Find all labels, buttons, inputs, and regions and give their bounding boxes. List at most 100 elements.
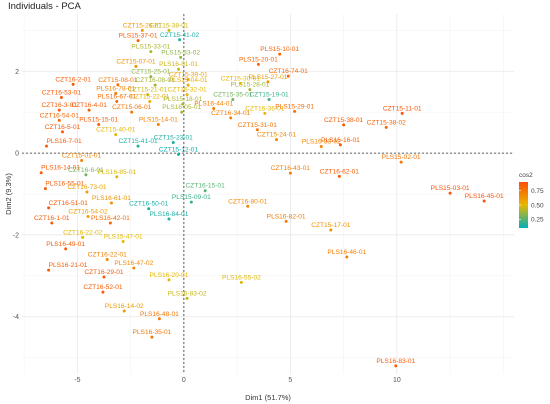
- data-point: [338, 143, 342, 147]
- point-label: CZT15-41-01: [118, 138, 158, 145]
- data-point: [121, 239, 125, 243]
- data-point: [80, 158, 84, 162]
- point-label: CZT15-01-01: [62, 152, 102, 159]
- data-point: [319, 145, 323, 149]
- legend-tick-label: 0.50: [531, 202, 544, 209]
- point-label: CZT15-24-01: [257, 132, 297, 139]
- data-point: [239, 280, 243, 284]
- point-label: PLS16-67-01: [97, 94, 136, 101]
- point-label: PLS16-20-01: [150, 272, 189, 279]
- point-label: PLS15-18-01: [163, 96, 202, 103]
- data-point: [185, 93, 189, 97]
- point-label: CZT16-15-01: [186, 183, 226, 190]
- point-label: PLS15-03-01: [431, 185, 470, 192]
- data-point: [47, 268, 51, 272]
- data-point: [231, 98, 235, 101]
- point-label: CZT16-73-01: [67, 184, 107, 191]
- point-label: CZT15-25-01: [131, 69, 171, 76]
- point-label: CZT15-26-01: [123, 22, 163, 29]
- point-label: PLS16-14-02: [105, 303, 144, 310]
- point-label: PLS16-45-01: [465, 193, 504, 200]
- point-label: PLS15-37-01: [119, 33, 158, 40]
- data-point: [44, 144, 48, 148]
- data-point: [286, 74, 290, 78]
- point-label: CZT15-17-01: [311, 222, 351, 229]
- data-point: [114, 133, 118, 137]
- point-label: CZT16-54-01: [40, 112, 80, 119]
- data-point: [50, 221, 54, 225]
- data-point: [248, 88, 252, 92]
- point-label: PLS16-83-02: [302, 139, 341, 146]
- data-point: [136, 39, 140, 43]
- data-point: [399, 160, 403, 164]
- x-tick-label: 5: [288, 377, 292, 384]
- data-point: [148, 100, 152, 104]
- data-point: [122, 309, 126, 313]
- data-point: [132, 266, 136, 270]
- y-tick-label: 0: [15, 151, 19, 158]
- cos2-legend: cos2 0.75 0.50 0.25: [519, 172, 544, 228]
- data-point: [178, 38, 182, 42]
- y-tick-label: -4: [13, 314, 19, 321]
- point-label: PLS16-48-01: [140, 311, 179, 318]
- legend-tick-label: 0.25: [531, 217, 544, 224]
- data-point: [116, 83, 120, 87]
- data-point: [246, 204, 250, 208]
- data-point: [177, 152, 181, 156]
- point-label: CZT15-30-01: [221, 76, 261, 83]
- point-label: PLS16-47-02: [114, 260, 153, 267]
- point-label: CZT16-22-02: [63, 229, 103, 236]
- point-label: CZT16-51-01: [49, 200, 89, 207]
- point-label: CZT15-19-01: [249, 92, 289, 99]
- point-label: PLS15-09-01: [172, 194, 211, 201]
- data-point: [109, 201, 113, 205]
- data-point: [136, 144, 140, 148]
- point-label: CZT16-62-01: [320, 168, 360, 175]
- legend-colorbar: [519, 182, 528, 228]
- data-point: [101, 290, 105, 294]
- point-label: CZT16-50-01: [129, 201, 169, 208]
- data-point: [345, 255, 349, 259]
- data-point: [186, 83, 190, 87]
- point-label: CZT15-41-02: [160, 32, 200, 39]
- data-point: [293, 109, 297, 113]
- data-point: [149, 50, 153, 54]
- data-point: [337, 174, 341, 178]
- data-point: [278, 52, 282, 56]
- x-axis-title: Dim1 (51.7%): [245, 393, 291, 402]
- data-point: [147, 207, 151, 211]
- point-label: CZT15-39-01: [169, 71, 209, 78]
- data-point: [267, 98, 271, 101]
- point-label: PLS16-84-01: [150, 211, 189, 218]
- data-point: [57, 108, 61, 112]
- point-label: PLS15-47-01: [104, 233, 143, 240]
- point-label: PLS16-21-01: [49, 262, 88, 269]
- point-label: PLS15-33-02: [161, 49, 200, 56]
- data-point: [81, 235, 85, 239]
- data-point: [284, 219, 288, 223]
- data-point: [59, 95, 63, 99]
- point-label: CZT16-4-01: [71, 102, 107, 109]
- data-point: [115, 175, 119, 179]
- data-point: [153, 83, 157, 87]
- data-point: [43, 187, 47, 191]
- point-label: CZT15-21-01: [128, 87, 168, 94]
- point-label: CZT15-31-01: [238, 122, 278, 129]
- data-point: [189, 200, 193, 204]
- points: [39, 28, 486, 368]
- data-point: [171, 140, 175, 144]
- point-label: PLS16-14-01: [41, 165, 80, 172]
- point-label: CZT16-29-01: [84, 269, 124, 276]
- point-label: CZT15-12-01: [159, 146, 199, 153]
- data-point: [238, 82, 242, 86]
- point-label: PLS16-16-01: [321, 137, 360, 144]
- point-label: CZT15-38-02: [367, 119, 407, 126]
- data-point: [108, 221, 112, 225]
- point-label: CZT16-43-01: [271, 165, 311, 172]
- data-point: [114, 91, 118, 95]
- data-point: [60, 130, 64, 134]
- legend-tick-label: 0.75: [531, 188, 544, 195]
- data-point: [180, 110, 184, 114]
